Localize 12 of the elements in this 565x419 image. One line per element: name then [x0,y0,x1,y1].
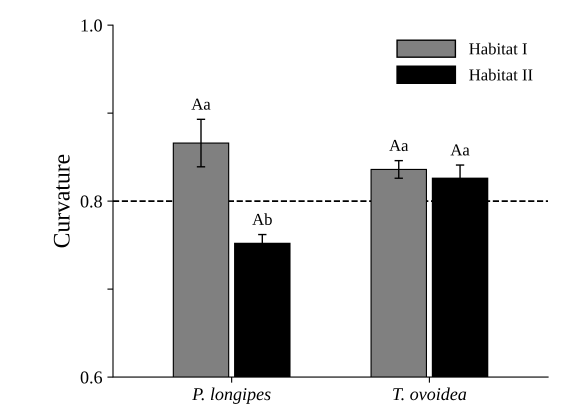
y-tick-label: 0.8 [80,195,102,208]
x-tick-label: T. ovoidea [393,388,466,400]
annotation: Aa [389,140,408,152]
annotation: Aa [450,144,470,156]
annotation: Aa [191,98,210,110]
y-tick-label: 0.6 [80,371,102,384]
legend-label: Habitat II [469,68,532,81]
y-tick-label: 1.0 [82,19,102,32]
x-tick-label: P. longipes [192,388,271,404]
y-axis-title: Curvature [54,154,70,248]
legend-label: Habitat I [469,42,527,54]
annotation: Ab [252,213,272,226]
